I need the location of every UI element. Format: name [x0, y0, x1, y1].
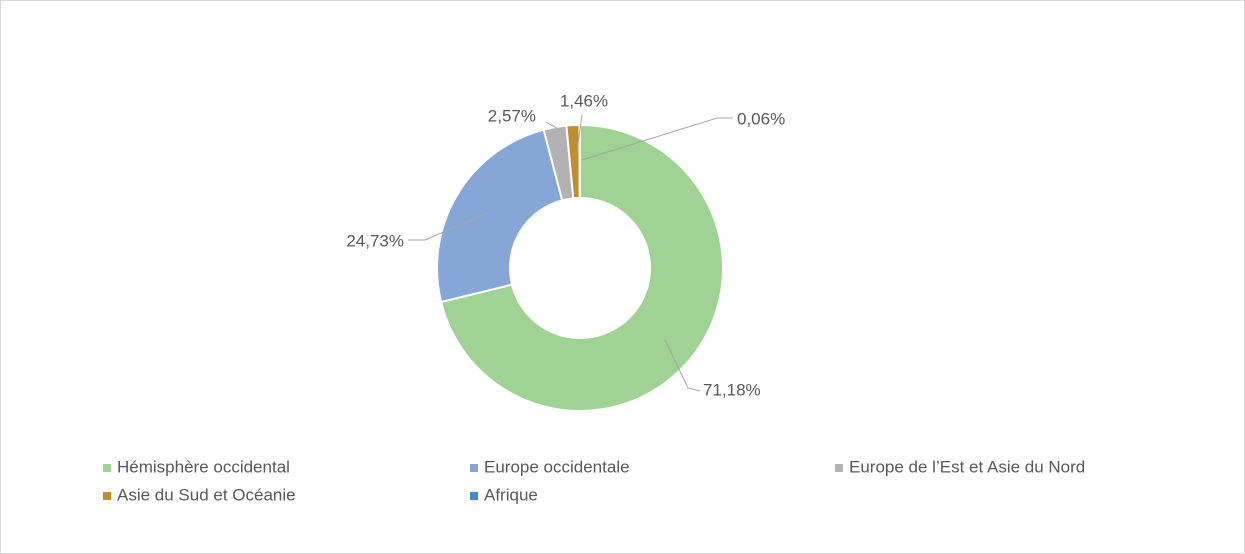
legend-swatch: [103, 492, 111, 500]
data-label: 0,06%: [737, 109, 785, 128]
donut-segment: [439, 123, 724, 412]
legend-swatch: [470, 464, 478, 472]
data-label: 71,18%: [703, 380, 761, 399]
legend-swatch: [103, 464, 111, 472]
legend-swatch: [835, 464, 843, 472]
legend-label: Hémisphère occidental: [117, 457, 290, 476]
legend-label: Europe de l’Est et Asie du Nord: [849, 457, 1085, 476]
legend-label: Europe occidentale: [484, 457, 630, 476]
donut-segment: [436, 128, 564, 304]
leader-line: [581, 117, 733, 161]
legend-label: Asie du Sud et Océanie: [117, 485, 296, 504]
data-label: 2,57%: [488, 106, 536, 125]
leader-line: [576, 114, 583, 153]
leader-line: [545, 121, 561, 131]
data-label: 1,46%: [560, 91, 608, 110]
legend-label: Afrique: [484, 485, 538, 504]
leader-line: [664, 339, 701, 392]
legend-swatch: [470, 492, 478, 500]
leader-line: [408, 212, 489, 241]
data-label: 24,73%: [346, 231, 404, 250]
donut-segment: [578, 123, 581, 200]
